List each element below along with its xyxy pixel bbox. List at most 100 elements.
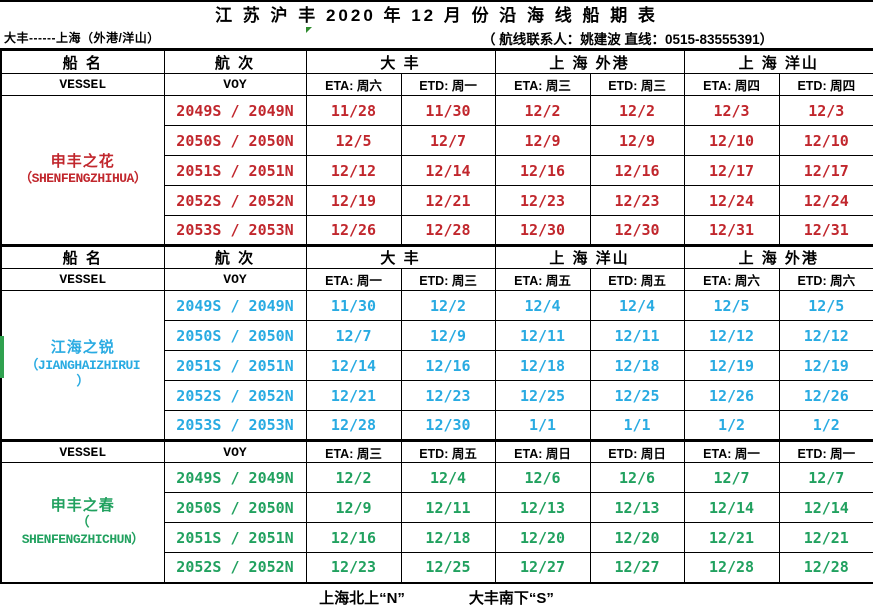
- voy-column-header: 航 次: [163, 244, 307, 269]
- voy-cell: 2050S / 2050N: [163, 125, 307, 156]
- date-cell: 12/23: [589, 185, 685, 216]
- footer-legend: 上海北上“N” 大丰南下“S”: [0, 584, 873, 612]
- date-cell: 12/19: [305, 185, 402, 216]
- date-cell: 12/28: [778, 552, 873, 583]
- date-cell: 12/16: [400, 350, 496, 381]
- vessel-name-cn: 申丰之春: [50, 496, 115, 514]
- date-cell: 12/2: [494, 95, 591, 126]
- date-cell: 1/2: [778, 410, 873, 441]
- date-cell: 12/16: [589, 155, 685, 186]
- date-cell: 1/2: [683, 410, 780, 441]
- date-cell: 12/20: [589, 522, 685, 553]
- voy-column-header: 航 次: [163, 50, 307, 74]
- voy-column-header-en: VOY: [163, 73, 307, 96]
- date-cell: 12/14: [778, 492, 873, 523]
- date-cell: 12/4: [494, 290, 591, 321]
- vessel-name-en: （SHENFENGZHIHUA）: [19, 171, 147, 187]
- port-header: 上 海 外港: [683, 244, 873, 269]
- date-cell: 12/21: [400, 185, 496, 216]
- date-cell: 12/11: [589, 320, 685, 351]
- contact-info: （ 航线联系人：姚建波 直线：0515-83555391）: [482, 32, 774, 47]
- vessel-name-cell: 申丰之花 （SHENFENGZHIHUA）: [0, 95, 165, 246]
- vessel-column-header: 船 名: [0, 244, 165, 269]
- date-cell: 1/1: [494, 410, 591, 441]
- day-header: ETA: 周一: [305, 268, 402, 291]
- date-cell: 12/25: [589, 380, 685, 411]
- voy-column-header-en: VOY: [163, 439, 307, 463]
- day-header: ETD: 周三: [589, 73, 685, 96]
- date-cell: 12/12: [778, 320, 873, 351]
- date-cell: 12/25: [400, 552, 496, 583]
- date-cell: 12/11: [400, 492, 496, 523]
- day-header: ETA: 周三: [494, 73, 591, 96]
- voy-cell: 2051S / 2051N: [163, 155, 307, 186]
- day-header: ETD: 周六: [778, 268, 873, 291]
- date-cell: 12/9: [494, 125, 591, 156]
- day-header: ETA: 周三: [305, 439, 402, 463]
- day-header: ETA: 周六: [305, 73, 402, 96]
- date-cell: 12/18: [400, 522, 496, 553]
- port-header: 上 海 外港: [494, 50, 685, 74]
- date-cell: 12/5: [778, 290, 873, 321]
- date-cell: 12/2: [305, 462, 402, 493]
- day-header: ETA: 周五: [494, 268, 591, 291]
- voy-cell: 2053S / 2053N: [163, 410, 307, 441]
- vessel-column-header-en: VESSEL: [0, 268, 165, 291]
- date-cell: 12/16: [305, 522, 402, 553]
- date-cell: 12/13: [494, 492, 591, 523]
- date-cell: 12/9: [589, 125, 685, 156]
- date-cell: 11/28: [305, 95, 402, 126]
- green-edge-artifact: [0, 336, 4, 378]
- voy-column-header-en: VOY: [163, 268, 307, 291]
- date-cell: 12/21: [778, 522, 873, 553]
- voy-cell: 2049S / 2049N: [163, 290, 307, 321]
- voy-cell: 2050S / 2050N: [163, 320, 307, 351]
- voy-cell: 2049S / 2049N: [163, 95, 307, 126]
- date-cell: 12/28: [683, 552, 780, 583]
- date-cell: 12/4: [400, 462, 496, 493]
- day-header: ETA: 周日: [494, 439, 591, 463]
- vessel-column-header-en: VESSEL: [0, 439, 165, 463]
- vessel-column-header: 船 名: [0, 50, 165, 74]
- date-cell: 12/25: [494, 380, 591, 411]
- date-cell: 12/7: [305, 320, 402, 351]
- date-cell: 12/12: [305, 155, 402, 186]
- port-header: 大 丰: [305, 244, 496, 269]
- day-header: ETA: 周一: [683, 439, 780, 463]
- vessel-name-cell: 江海之锐 （JIANGHAIZHIRUI）: [0, 290, 165, 441]
- voy-cell: 2052S / 2052N: [163, 380, 307, 411]
- voy-cell: 2052S / 2052N: [163, 552, 307, 583]
- date-cell: 12/23: [305, 552, 402, 583]
- day-header: ETD: 周五: [589, 268, 685, 291]
- date-cell: 12/14: [683, 492, 780, 523]
- vessel-column-header-en: VESSEL: [0, 73, 165, 96]
- date-cell: 12/13: [589, 492, 685, 523]
- date-cell: 11/30: [305, 290, 402, 321]
- voy-cell: 2049S / 2049N: [163, 462, 307, 493]
- date-cell: 12/18: [494, 350, 591, 381]
- date-cell: 12/21: [683, 522, 780, 553]
- date-cell: 12/5: [305, 125, 402, 156]
- date-cell: 12/26: [683, 380, 780, 411]
- date-cell: 12/7: [683, 462, 780, 493]
- vessel-name-en: SHENFENGZHICHUN）: [21, 531, 145, 547]
- date-cell: 12/4: [589, 290, 685, 321]
- date-cell: 12/19: [778, 350, 873, 381]
- cell-comment-marker-icon: [306, 27, 312, 33]
- date-cell: 12/31: [683, 215, 780, 246]
- route-label: 大丰------上海（外港/洋山）: [4, 31, 160, 45]
- schedule-table-body: 船 名航 次大 丰上 海 外港上 海 洋山 VESSEL VOY ETA: 周六 ETD…: [0, 50, 873, 583]
- day-header: ETD: 周一: [778, 439, 873, 463]
- vessel-name-cell: 申丰之春（SHENFENGZHICHUN）: [0, 462, 165, 583]
- voy-cell: 2051S / 2051N: [163, 522, 307, 553]
- date-cell: 12/6: [589, 462, 685, 493]
- voy-cell: 2052S / 2052N: [163, 185, 307, 216]
- port-header: 上 海 洋山: [683, 50, 873, 74]
- voy-cell: 2050S / 2050N: [163, 492, 307, 523]
- date-cell: 12/30: [589, 215, 685, 246]
- date-cell: 12/16: [494, 155, 591, 186]
- date-cell: 12/17: [683, 155, 780, 186]
- date-cell: 12/9: [400, 320, 496, 351]
- day-header: ETD: 周一: [400, 73, 496, 96]
- date-cell: 1/1: [589, 410, 685, 441]
